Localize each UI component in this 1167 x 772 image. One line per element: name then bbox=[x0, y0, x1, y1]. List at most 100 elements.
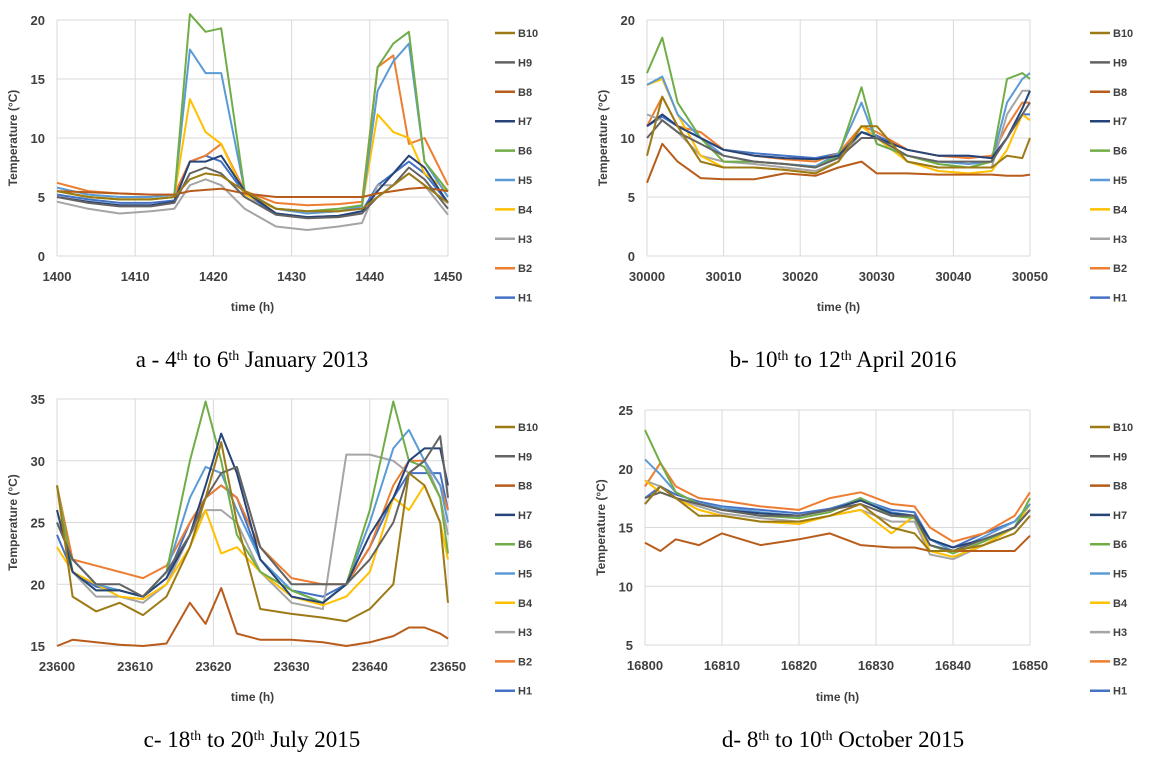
series-line bbox=[644, 532, 1031, 552]
x-tick-label: 30010 bbox=[706, 269, 742, 284]
series-line bbox=[56, 172, 449, 213]
x-tick-label: 30020 bbox=[782, 269, 818, 284]
series-line bbox=[644, 491, 1031, 552]
caption-part: to 20 bbox=[201, 727, 253, 752]
legend-label: B8 bbox=[518, 481, 532, 493]
y-tick-label: 20 bbox=[31, 13, 45, 28]
series-line bbox=[644, 485, 1031, 549]
chart-panel: 5 10 15 20 25 16800 16810 16820 16830 16840 16850 t… bbox=[594, 403, 1133, 752]
series-line bbox=[56, 13, 449, 213]
caption-part: to 10 bbox=[769, 727, 821, 752]
series-line bbox=[644, 485, 1031, 552]
series-line bbox=[644, 429, 1031, 555]
legend-label: H5 bbox=[1113, 569, 1127, 581]
x-tick-label: 23610 bbox=[117, 659, 153, 674]
series-line bbox=[646, 102, 1031, 169]
legend-label: H7 bbox=[518, 116, 532, 128]
legend-label: H3 bbox=[1113, 234, 1127, 246]
series-line bbox=[644, 461, 1031, 543]
y-tick-label: 25 bbox=[31, 516, 45, 531]
x-tick-label: 30000 bbox=[629, 269, 665, 284]
legend-label: B8 bbox=[1113, 87, 1127, 99]
x-axis-label: time (h) bbox=[817, 300, 860, 314]
y-tick-label: 15 bbox=[31, 639, 45, 654]
legend-label: B8 bbox=[1113, 481, 1127, 493]
series-line bbox=[646, 72, 1031, 168]
legend-label: B6 bbox=[518, 539, 532, 551]
y-tick-label: 5 bbox=[626, 638, 633, 653]
legend-label: B10 bbox=[1113, 422, 1133, 434]
caption-part: th bbox=[841, 349, 852, 364]
legend-label: B6 bbox=[1113, 539, 1127, 551]
x-axis-label: time (h) bbox=[231, 300, 274, 314]
legend-label: B8 bbox=[518, 87, 532, 99]
series-line bbox=[56, 154, 449, 219]
y-axis-label: Temperature (°C) bbox=[596, 90, 610, 187]
x-tick-label: 16810 bbox=[704, 658, 740, 673]
series-line bbox=[56, 435, 449, 598]
y-axis-label: Temperature (°C) bbox=[6, 474, 20, 571]
caption-part: a - 4 bbox=[136, 347, 177, 372]
series-line bbox=[56, 441, 449, 623]
legend-label: H5 bbox=[518, 569, 532, 581]
series-line bbox=[56, 587, 449, 647]
x-tick-label: 1430 bbox=[277, 269, 306, 284]
legend-label: B6 bbox=[1113, 146, 1127, 158]
x-tick-label: 23630 bbox=[274, 659, 310, 674]
y-tick-label: 20 bbox=[619, 462, 633, 477]
y-tick-label: 25 bbox=[619, 403, 633, 418]
legend-label: H9 bbox=[1113, 57, 1127, 69]
legend-label: H5 bbox=[1113, 175, 1127, 187]
series-line bbox=[646, 36, 1031, 169]
y-tick-label: 35 bbox=[31, 392, 45, 407]
y-tick-label: 5 bbox=[38, 190, 45, 205]
x-tick-label: 16800 bbox=[627, 658, 663, 673]
x-tick-label: 16840 bbox=[935, 658, 971, 673]
caption-part: th bbox=[254, 729, 265, 744]
x-axis-label: time (h) bbox=[231, 690, 274, 704]
x-axis-label: time (h) bbox=[816, 690, 859, 704]
legend-label: B4 bbox=[1113, 204, 1128, 216]
y-tick-label: 30 bbox=[31, 454, 45, 469]
legend-label: B6 bbox=[518, 146, 532, 158]
legend-label: B10 bbox=[518, 422, 538, 434]
y-tick-label: 20 bbox=[31, 577, 45, 592]
series-line bbox=[646, 90, 1031, 161]
y-axis-label: Temperature (°C) bbox=[594, 479, 608, 576]
legend-label: H7 bbox=[1113, 510, 1127, 522]
legend-label: B2 bbox=[1113, 263, 1127, 275]
chart-panel: 0 5 10 15 20 1400 1410 1420 1430 1440 1450 time (h)… bbox=[6, 13, 538, 372]
x-tick-label: 23600 bbox=[39, 659, 75, 674]
series-line bbox=[56, 432, 449, 604]
x-tick-label: 23640 bbox=[352, 659, 388, 674]
series-line bbox=[56, 54, 449, 207]
legend-label: H9 bbox=[518, 57, 532, 69]
legend-label: H1 bbox=[1113, 293, 1127, 305]
y-tick-label: 0 bbox=[628, 249, 635, 264]
series-line bbox=[646, 95, 1031, 175]
legend-label: H1 bbox=[518, 293, 532, 305]
series-line bbox=[56, 484, 449, 607]
legend-label: B2 bbox=[1113, 656, 1127, 668]
legend-label: H1 bbox=[1113, 686, 1127, 698]
series-line bbox=[56, 400, 449, 604]
x-tick-label: 16850 bbox=[1012, 658, 1048, 673]
x-tick-label: 23620 bbox=[195, 659, 231, 674]
x-tick-label: 1400 bbox=[43, 269, 72, 284]
x-tick-label: 1440 bbox=[355, 269, 384, 284]
caption: b- 10th to 12th April 2016 bbox=[730, 347, 957, 372]
x-tick-label: 1420 bbox=[199, 269, 228, 284]
caption: a - 4th to 6th January 2013 bbox=[136, 347, 369, 372]
legend-label: B10 bbox=[1113, 28, 1133, 40]
y-tick-label: 15 bbox=[31, 72, 45, 87]
caption-part: April 2016 bbox=[852, 347, 957, 372]
legend-label: H3 bbox=[518, 234, 532, 246]
legend-label: B2 bbox=[518, 656, 532, 668]
series-line bbox=[56, 186, 449, 198]
caption-part: to 12 bbox=[788, 347, 840, 372]
caption: c- 18th to 20th July 2015 bbox=[144, 727, 361, 752]
caption-part: th bbox=[228, 349, 239, 364]
caption-part: th bbox=[758, 729, 769, 744]
y-tick-label: 5 bbox=[628, 190, 635, 205]
